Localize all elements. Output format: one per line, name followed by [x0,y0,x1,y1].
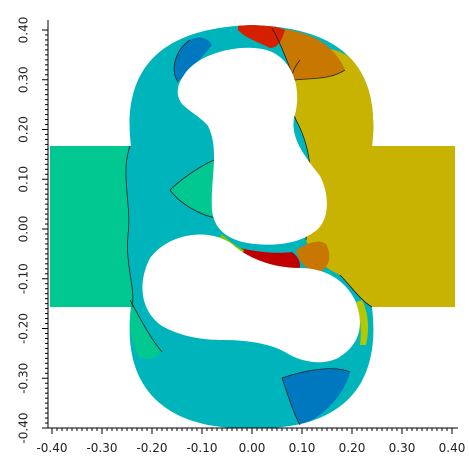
x-tick-label: 0.20 [339,441,366,455]
contour-line [173,39,191,83]
field-region-blue-top [174,37,212,82]
upper-rotor [177,47,327,245]
contour-line [281,368,351,379]
x-tick-label: 0.30 [389,441,416,455]
field-region-blue-bottom [282,368,350,425]
y-tick-label: 0.30 [17,66,31,93]
y-tick-label: -0.10 [17,263,31,294]
contour-line [294,69,346,81]
contour-line [129,299,163,353]
y-tick-label: 0.40 [17,17,31,44]
contour-line [125,145,134,308]
x-axis: -0.40 -0.30 -0.20 -0.10 0.00 0.10 0.20 0.30 0.40 [36,427,465,455]
y-tick-label: 0.00 [17,216,31,243]
contour-line [281,377,301,426]
field-region-green-bottom [129,300,162,360]
contour-line [339,274,373,308]
lower-rotor [142,234,360,363]
x-tick-label: -0.40 [36,441,67,455]
rotor-holes [142,47,360,363]
y-tick-label: -0.20 [17,313,31,344]
y-tick-label: -0.40 [17,412,31,443]
field-region-red-mesh [240,248,300,272]
x-tick-label: 0.00 [239,441,266,455]
y-tick-label: 0.20 [17,116,31,143]
x-tick-label: 0.10 [289,441,316,455]
y-tick-label: -0.30 [17,363,31,394]
field-region-orange-top [272,28,345,80]
contour-line [169,159,217,219]
field-region-olive [289,48,455,312]
x-tick-label: 0.40 [439,441,466,455]
x-ticks: -0.40 -0.30 -0.20 -0.10 0.00 0.10 0.20 0.30 0.40 [36,428,465,455]
y-ticks: -0.40 -0.30 -0.20 -0.10 0.00 0.10 0.20 0.30 0.40 [17,17,48,444]
field-region-green-inlet [50,140,133,312]
x-tick-label: -0.10 [186,441,217,455]
x-tick-label: -0.20 [136,441,167,455]
field-region-orange-mesh [296,241,330,272]
x-tick-label: -0.30 [86,441,117,455]
y-axis: -0.40 -0.30 -0.20 -0.10 0.00 0.10 0.20 0.30 0.40 [17,17,49,444]
y-tick-label: 0.10 [17,166,31,193]
field-region-yg-right [356,300,369,345]
field-region-green-lobe [170,160,220,218]
